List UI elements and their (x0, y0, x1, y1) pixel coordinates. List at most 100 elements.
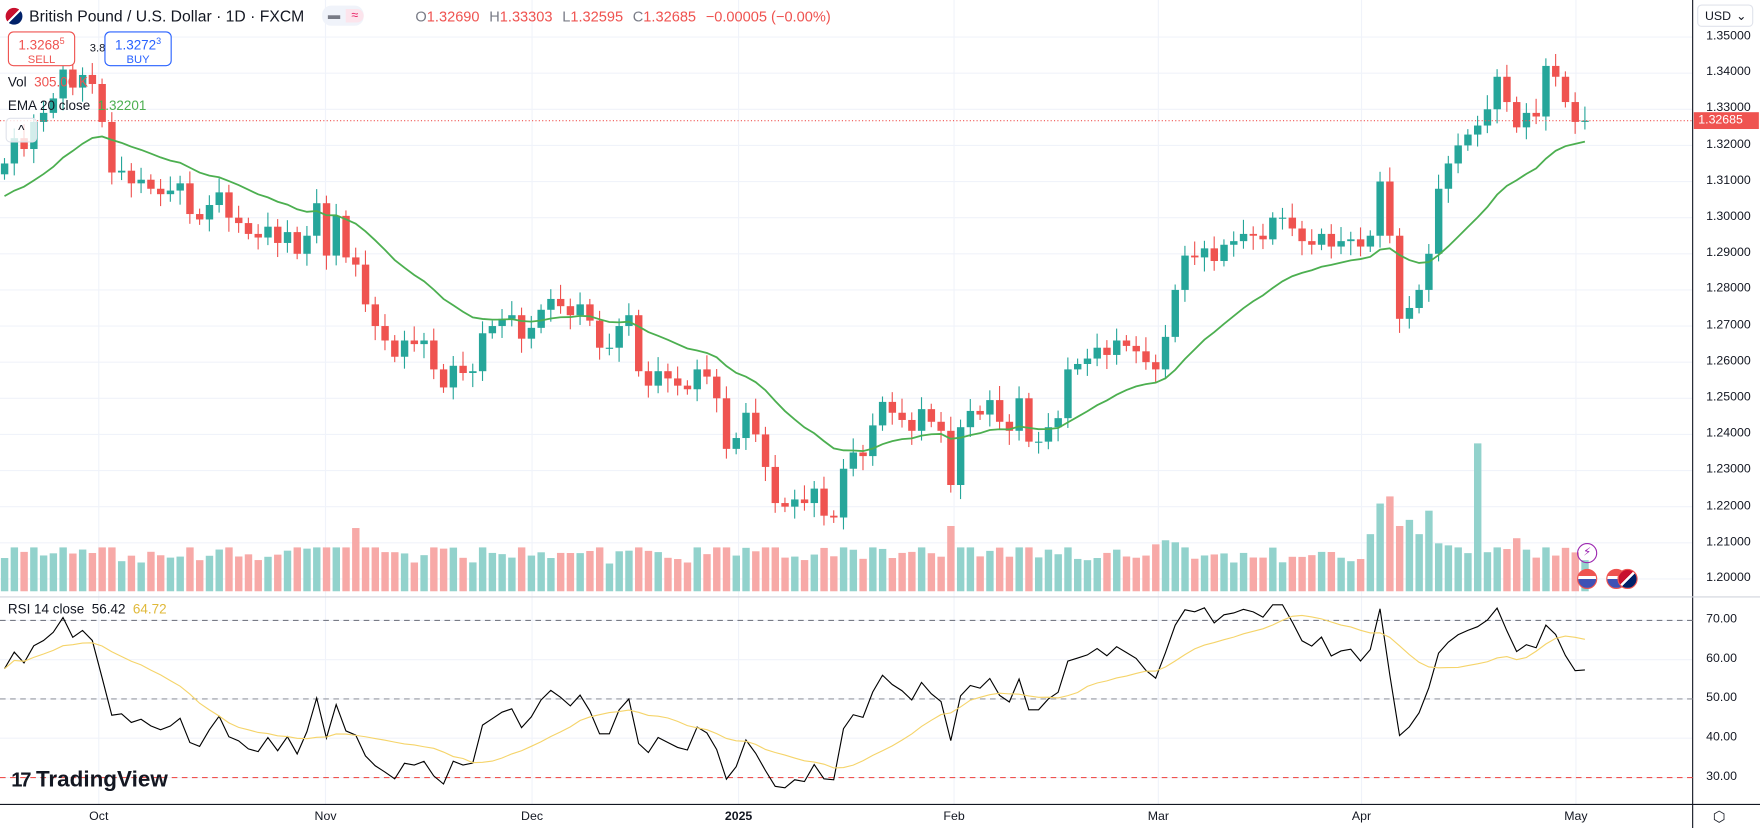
candle-body (108, 121, 116, 173)
volume-bar (839, 547, 848, 592)
volume-bar (976, 556, 984, 592)
volume-bar (1454, 547, 1462, 592)
hide-icon[interactable]: ▬ (327, 8, 341, 23)
us-event-flag-icon[interactable] (1577, 568, 1598, 590)
volume-bar (410, 562, 419, 592)
volume-bar (878, 548, 887, 592)
volume-bar (595, 547, 604, 592)
candle-body (283, 232, 292, 243)
volume-bar (1532, 557, 1540, 592)
candle-body (625, 315, 633, 327)
candle-body (1278, 217, 1287, 219)
ema-legend[interactable]: EMA 20 close 1.32201 (7, 97, 147, 114)
sell-button[interactable]: 1.32685 SELL (7, 31, 76, 67)
currency-select[interactable]: USD ⌄ (1697, 4, 1754, 27)
volume-bar (898, 552, 906, 592)
volume-bar (605, 563, 614, 592)
candle-body (420, 340, 428, 345)
candle-body (1181, 255, 1189, 290)
volume-bar (1395, 525, 1404, 592)
candle-body (1034, 441, 1043, 443)
candle-body (59, 69, 67, 99)
candle-body (1191, 255, 1199, 258)
volume-bar (225, 547, 233, 592)
candle-body (605, 347, 614, 349)
candle-body (742, 412, 750, 439)
candle-body (400, 340, 409, 357)
candle-body (508, 315, 516, 319)
candle-body (937, 421, 945, 431)
volume-bar (781, 557, 789, 592)
candle-body (449, 365, 458, 388)
uk-event-flag-icon[interactable] (1617, 568, 1638, 590)
price-tick-label: 1.30000 (1706, 209, 1751, 224)
volume-bar (1034, 557, 1043, 592)
candle-body (1025, 398, 1033, 442)
volume-bar (10, 547, 19, 592)
candle-body (49, 98, 58, 113)
candle-body (1532, 112, 1540, 117)
volume-bar (430, 547, 438, 592)
collapse-legend-button[interactable]: ^ (5, 117, 38, 143)
candle-body (98, 83, 106, 122)
settings-icon[interactable]: ⬡ (1712, 807, 1726, 825)
candle-body (1327, 233, 1336, 247)
volume-bar (693, 547, 701, 592)
tradingview-logo[interactable]: 17 TradingView (11, 767, 168, 793)
wave-icon[interactable]: ≈ (345, 8, 364, 23)
candle-body (439, 369, 448, 388)
volume-bar (352, 528, 360, 592)
volume-bar (810, 554, 819, 592)
volume-bar (1386, 496, 1394, 592)
event-lightning-icon[interactable]: ⚡ (1577, 543, 1598, 564)
candle-body (1113, 340, 1121, 355)
candle-body (1308, 241, 1316, 245)
volume-bar (1347, 561, 1355, 592)
candle-body (1269, 217, 1277, 240)
volume-bar (1444, 545, 1453, 592)
symbol-title[interactable]: British Pound / U.S. Dollar · 1D · FXCM (29, 6, 305, 25)
price-tick-label: 1.25000 (1706, 390, 1751, 404)
volume-bar (1132, 557, 1140, 592)
candle-body (1493, 76, 1501, 110)
volume-bar (1376, 503, 1384, 592)
rsi-tick-label: 30.00 (1706, 769, 1738, 784)
candle-body (127, 170, 136, 184)
volume-bar (108, 547, 116, 592)
buy-button[interactable]: 1.32723 BUY (104, 31, 172, 67)
candle-body (498, 318, 506, 327)
volume-bar (420, 555, 428, 592)
volume-bar (1142, 555, 1150, 592)
volume-bar (635, 547, 643, 592)
candle-body (215, 192, 223, 206)
candle-body (966, 410, 975, 428)
volume-bar (869, 547, 877, 592)
candle-body (995, 400, 1004, 422)
candle-body (1513, 102, 1521, 128)
volume-bar (1552, 555, 1560, 592)
volume-bar (742, 547, 750, 592)
volume-legend[interactable]: Vol 305.06 K (7, 74, 89, 90)
volume-bar (459, 557, 467, 592)
ohlc-values: O1.32690 H1.33303 L1.32595 C1.32685 −0.0… (415, 7, 831, 25)
candle-body (1239, 233, 1248, 242)
volume-bar (322, 547, 331, 592)
volume-bar (820, 547, 828, 592)
candle-body (517, 315, 526, 339)
volume-bar (1561, 547, 1570, 592)
candle-body (244, 223, 253, 234)
volume-bar (1366, 534, 1375, 592)
candle-body (1152, 362, 1160, 370)
volume-bar (1483, 552, 1492, 592)
volume-bar (1220, 553, 1228, 592)
rsi-legend[interactable]: RSI 14 close 56.42 64.72 (7, 601, 167, 618)
tv-logo-icon: 17 (11, 768, 31, 791)
volume-bar (1093, 558, 1101, 592)
volume-bar (332, 547, 340, 592)
volume-bar (400, 553, 409, 592)
price-tick-label: 1.31000 (1706, 173, 1751, 188)
candle-body (644, 371, 653, 386)
volume-bar (78, 549, 87, 592)
indicator-pill[interactable]: ▬ ≈ (322, 5, 364, 26)
